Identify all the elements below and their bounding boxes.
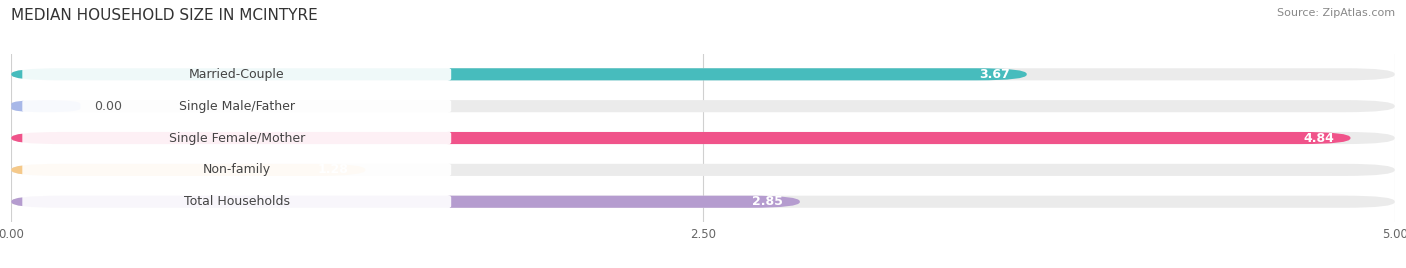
FancyBboxPatch shape <box>11 196 800 208</box>
FancyBboxPatch shape <box>22 161 451 179</box>
Text: 3.67: 3.67 <box>980 68 1010 81</box>
FancyBboxPatch shape <box>22 97 451 116</box>
FancyBboxPatch shape <box>11 100 1395 112</box>
FancyBboxPatch shape <box>22 192 451 211</box>
FancyBboxPatch shape <box>22 65 451 84</box>
FancyBboxPatch shape <box>11 68 1026 80</box>
FancyBboxPatch shape <box>11 132 1395 144</box>
FancyBboxPatch shape <box>22 129 451 147</box>
FancyBboxPatch shape <box>11 132 1351 144</box>
Text: 4.84: 4.84 <box>1303 132 1334 144</box>
Text: 0.00: 0.00 <box>94 100 122 113</box>
FancyBboxPatch shape <box>11 68 1395 80</box>
FancyBboxPatch shape <box>11 164 366 176</box>
Text: Non-family: Non-family <box>202 163 271 176</box>
Text: Single Male/Father: Single Male/Father <box>179 100 295 113</box>
Text: 1.28: 1.28 <box>318 163 349 176</box>
Text: Source: ZipAtlas.com: Source: ZipAtlas.com <box>1277 8 1395 18</box>
Text: MEDIAN HOUSEHOLD SIZE IN MCINTYRE: MEDIAN HOUSEHOLD SIZE IN MCINTYRE <box>11 8 318 23</box>
FancyBboxPatch shape <box>11 196 1395 208</box>
FancyBboxPatch shape <box>11 164 1395 176</box>
FancyBboxPatch shape <box>11 100 80 112</box>
Text: Single Female/Mother: Single Female/Mother <box>169 132 305 144</box>
Text: Total Households: Total Households <box>184 195 290 208</box>
Text: Married-Couple: Married-Couple <box>188 68 284 81</box>
Text: 2.85: 2.85 <box>752 195 783 208</box>
